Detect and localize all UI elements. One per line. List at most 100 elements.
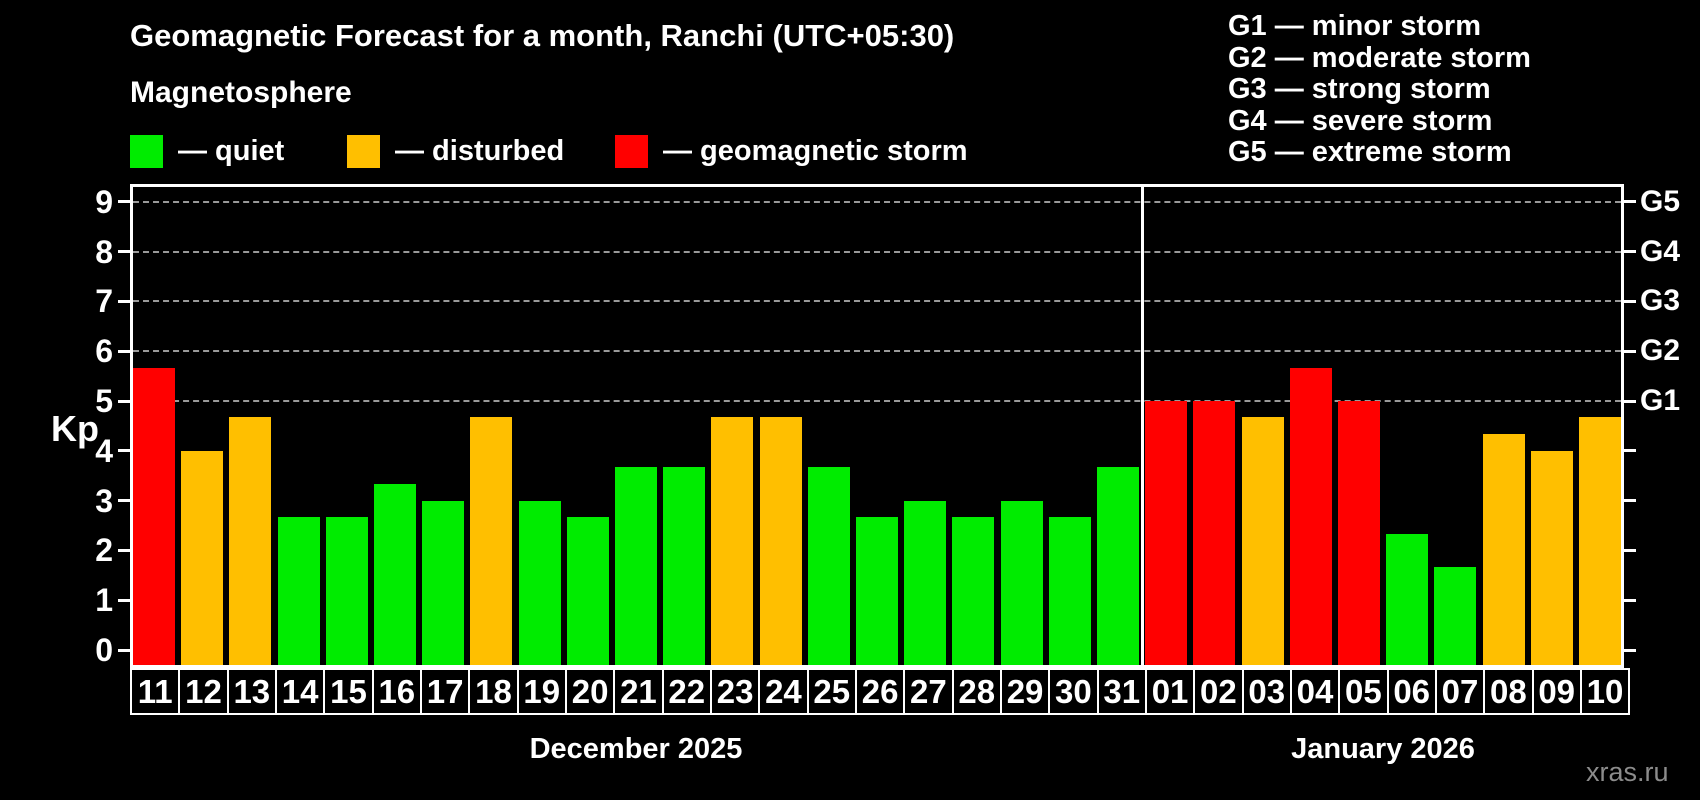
g-scale-label-g1: G1 bbox=[1640, 384, 1681, 417]
day-label-05: 05 bbox=[1338, 668, 1389, 715]
chart-subtitle: Magnetosphere bbox=[130, 76, 352, 109]
day-label-10: 10 bbox=[1579, 668, 1631, 715]
y-tick-right-6 bbox=[1624, 349, 1636, 353]
bar-day-20 bbox=[566, 517, 609, 665]
day-label-21: 21 bbox=[613, 668, 664, 715]
bar-day-25 bbox=[807, 467, 850, 665]
y-tick-label-6: 6 bbox=[95, 333, 113, 370]
y-tick-right-4 bbox=[1624, 449, 1636, 453]
y-tick-label-2: 2 bbox=[95, 532, 113, 569]
month-divider-line bbox=[1140, 184, 1144, 668]
day-label-09: 09 bbox=[1531, 668, 1582, 715]
g-scale-label-g5: G5 bbox=[1640, 184, 1681, 218]
day-label-26: 26 bbox=[854, 668, 906, 715]
bar-day-29 bbox=[1000, 500, 1043, 665]
y-tick-label-4: 4 bbox=[95, 432, 113, 469]
day-label-28: 28 bbox=[951, 668, 1002, 715]
bar-day-31 bbox=[1096, 467, 1139, 665]
day-label-03: 03 bbox=[1241, 668, 1292, 715]
storm-scale-line-g1: G1 — minor storm bbox=[1228, 10, 1481, 42]
legend-label-quiet: — quiet bbox=[178, 134, 285, 167]
bar-day-04 bbox=[1289, 367, 1332, 665]
y-tick-left-3 bbox=[118, 499, 130, 503]
y-tick-label-9: 9 bbox=[95, 183, 113, 220]
day-label-12: 12 bbox=[178, 668, 229, 715]
day-label-08: 08 bbox=[1483, 668, 1534, 715]
y-tick-left-9 bbox=[118, 200, 130, 204]
y-tick-right-5 bbox=[1624, 399, 1636, 403]
bar-day-22 bbox=[663, 467, 706, 665]
y-tick-label-5: 5 bbox=[95, 383, 113, 419]
day-label-11: 11 bbox=[130, 668, 181, 715]
bar-day-14 bbox=[277, 517, 320, 665]
day-label-19: 19 bbox=[516, 668, 567, 715]
storm-scale-line-g5: G5 — extreme storm bbox=[1228, 136, 1512, 169]
y-tick-right-3 bbox=[1624, 499, 1636, 503]
day-label-14: 14 bbox=[274, 668, 326, 715]
day-label-01: 01 bbox=[1144, 668, 1196, 715]
day-label-04: 04 bbox=[1289, 668, 1341, 715]
bar-day-24 bbox=[759, 417, 802, 665]
day-label-24: 24 bbox=[758, 668, 809, 715]
bar-day-16 bbox=[374, 484, 417, 665]
y-tick-label-7: 7 bbox=[95, 283, 113, 320]
bar-day-09 bbox=[1530, 450, 1573, 665]
chart-title: Geomagnetic Forecast for a month, Ranchi… bbox=[130, 18, 955, 53]
day-label-23: 23 bbox=[709, 668, 761, 715]
day-label-22: 22 bbox=[661, 668, 712, 715]
bar-day-21 bbox=[615, 467, 658, 665]
storm-scale-line-g4: G4 — severe storm bbox=[1228, 104, 1493, 137]
bar-day-03 bbox=[1241, 417, 1284, 665]
day-label-06: 06 bbox=[1386, 668, 1437, 715]
g-scale-label-g2: G2 bbox=[1640, 334, 1681, 368]
day-label-18: 18 bbox=[468, 668, 519, 715]
day-label-31: 31 bbox=[1096, 668, 1147, 715]
bar-day-19 bbox=[518, 500, 561, 665]
plot-area bbox=[130, 184, 1624, 668]
day-label-17: 17 bbox=[419, 668, 471, 715]
bar-day-07 bbox=[1434, 566, 1477, 665]
day-label-25: 25 bbox=[806, 668, 857, 715]
y-tick-left-8 bbox=[118, 250, 130, 254]
legend-item-storm: — geomagnetic storm bbox=[615, 133, 968, 169]
day-label-29: 29 bbox=[999, 668, 1051, 715]
bar-day-17 bbox=[422, 500, 465, 665]
day-label-13: 13 bbox=[226, 668, 277, 715]
bar-day-10 bbox=[1578, 417, 1621, 665]
y-tick-right-7 bbox=[1624, 299, 1636, 303]
day-label-15: 15 bbox=[323, 668, 374, 715]
bar-day-28 bbox=[952, 517, 995, 665]
gridline-kp8 bbox=[133, 250, 1621, 253]
y-axis-title: Kp bbox=[51, 408, 99, 449]
bar-day-30 bbox=[1048, 517, 1091, 665]
y-tick-left-5 bbox=[118, 399, 130, 403]
day-label-07: 07 bbox=[1434, 668, 1486, 715]
gridline-kp6 bbox=[133, 350, 1621, 353]
disturbed-color-swatch bbox=[347, 134, 380, 168]
x-axis-day-labels: 11 12 13 14 15 16 17 18 19 20 21 22 23 24 25 26 27 28 29 30… bbox=[130, 668, 1631, 715]
y-tick-left-1 bbox=[118, 598, 130, 602]
y-tick-left-2 bbox=[118, 548, 130, 552]
bar-day-26 bbox=[856, 517, 898, 665]
y-tick-label-1: 1 bbox=[95, 582, 113, 619]
bar-day-11 bbox=[133, 367, 176, 665]
bar-day-12 bbox=[181, 450, 224, 665]
y-tick-left-0 bbox=[118, 648, 130, 652]
gridline-kp9 bbox=[133, 200, 1621, 203]
y-tick-label-0: 0 bbox=[95, 632, 113, 668]
day-label-16: 16 bbox=[371, 668, 422, 715]
watermark: xras.ru bbox=[1586, 757, 1669, 787]
g-scale-label-g3: G3 bbox=[1640, 284, 1681, 318]
legend-item-quiet: — quiet bbox=[130, 133, 284, 169]
storm-scale-legend: G1 — minor storm G2 — moderate storm G3 — … bbox=[1228, 10, 1531, 169]
bar-day-06 bbox=[1386, 533, 1429, 665]
legend-label-disturbed: — disturbed bbox=[395, 134, 565, 167]
y-tick-label-8: 8 bbox=[95, 233, 113, 270]
storm-color-swatch bbox=[615, 134, 648, 168]
y-tick-right-9 bbox=[1624, 200, 1636, 204]
bar-day-18 bbox=[470, 417, 513, 665]
bar-day-23 bbox=[711, 417, 754, 665]
bar-day-15 bbox=[325, 517, 368, 665]
y-tick-right-1 bbox=[1624, 598, 1636, 602]
